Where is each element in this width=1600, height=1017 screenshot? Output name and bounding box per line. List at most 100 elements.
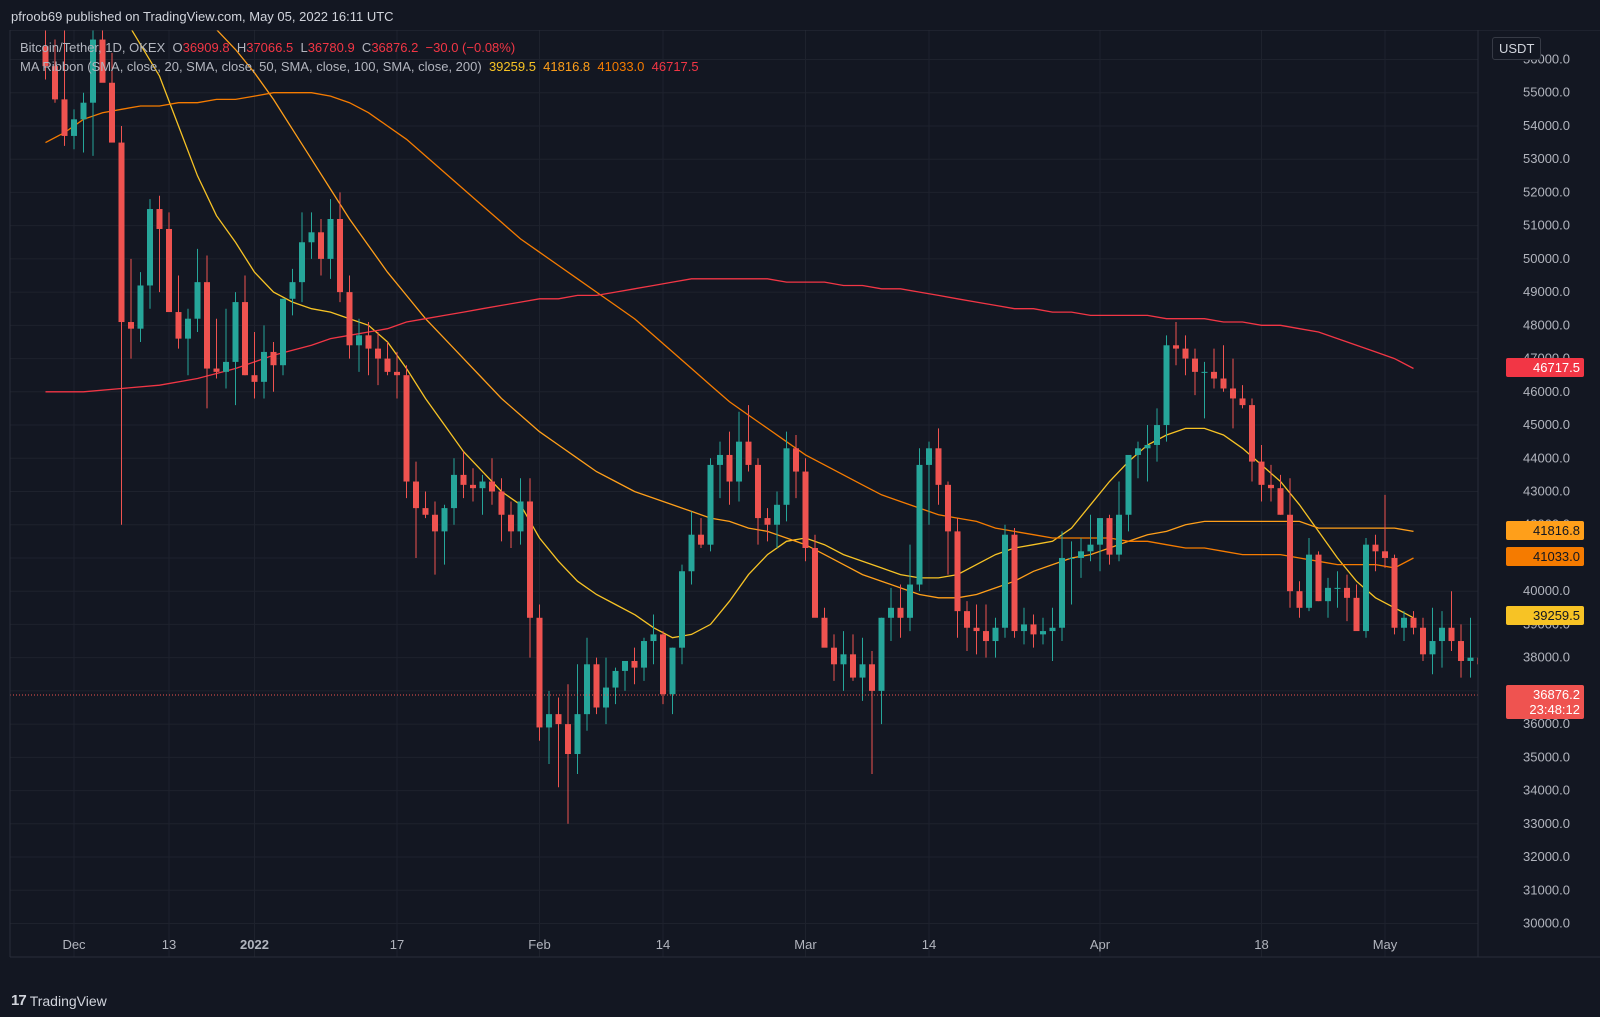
- time-tick-label[interactable]: Apr: [1090, 937, 1111, 952]
- candle: [422, 491, 429, 519]
- candle: [1363, 538, 1369, 638]
- symbol-label[interactable]: Bitcoin/Tether, 1D, OKEX: [20, 40, 166, 55]
- candle-body: [128, 322, 134, 329]
- candle: [1315, 551, 1322, 602]
- price-tick-label[interactable]: 32000.0: [1523, 849, 1570, 864]
- price-tick-label[interactable]: 43000.0: [1523, 484, 1570, 499]
- ma200-price-tag: 46717.5: [1506, 358, 1584, 378]
- price-tick-label[interactable]: 31000.0: [1523, 882, 1570, 897]
- tradingview-logo[interactable]: 17 TradingView: [11, 992, 107, 1009]
- candle-body: [1277, 488, 1284, 515]
- ma-line-sma-200: [45, 278, 1414, 393]
- candle: [118, 125, 125, 525]
- ma-ribbon-title[interactable]: MA Ribbon (SMA, close, 20, SMA, close, 5…: [20, 59, 482, 74]
- currency-button[interactable]: USDT: [1492, 37, 1542, 60]
- time-tick-label[interactable]: Dec: [62, 937, 86, 952]
- candle-body: [80, 102, 87, 120]
- ma-ribbon-legend[interactable]: MA Ribbon (SMA, close, 20, SMA, close, 5…: [20, 59, 699, 74]
- price-tick-label[interactable]: 50000.0: [1523, 251, 1570, 266]
- ma20-value: 39259.5: [488, 59, 536, 74]
- time-tick-label[interactable]: 14: [922, 937, 936, 952]
- candle-body: [1372, 544, 1379, 552]
- candle-body: [907, 584, 913, 618]
- candle-body: [584, 664, 590, 715]
- ma20-price-tag: 39259.5: [1506, 606, 1584, 626]
- candle-body: [365, 335, 372, 349]
- price-tick-label[interactable]: 44000.0: [1523, 450, 1570, 465]
- time-tick-label[interactable]: Feb: [528, 937, 550, 952]
- candle-body: [1125, 454, 1132, 515]
- candle-body: [270, 351, 277, 366]
- candle: [327, 199, 334, 279]
- candle-body: [565, 724, 571, 755]
- candle-body: [1296, 591, 1303, 608]
- price-tick-label[interactable]: 49000.0: [1523, 284, 1570, 299]
- price-tick-label[interactable]: 38000.0: [1523, 650, 1570, 665]
- candle-body: [1078, 551, 1084, 558]
- candle: [679, 564, 685, 665]
- tradingview-logo-icon: 17: [11, 992, 27, 1009]
- candle: [603, 657, 609, 725]
- time-tick-label[interactable]: May: [1373, 937, 1398, 952]
- candle-body: [679, 571, 685, 648]
- candle: [831, 634, 837, 681]
- candle: [1296, 581, 1303, 618]
- candle: [1258, 444, 1265, 502]
- candle: [299, 212, 305, 303]
- price-tick-label[interactable]: 53000.0: [1523, 151, 1570, 166]
- price-tick-label[interactable]: 51000.0: [1523, 218, 1570, 233]
- candle-body: [1192, 358, 1198, 372]
- price-tick-label[interactable]: 45000.0: [1523, 417, 1570, 432]
- time-tick-label[interactable]: 2022: [240, 937, 269, 952]
- candle: [156, 195, 163, 293]
- price-tick-label[interactable]: 54000.0: [1523, 118, 1570, 133]
- candle-body: [1068, 557, 1075, 559]
- price-tick-label[interactable]: 36000.0: [1523, 716, 1570, 731]
- candle-body: [299, 242, 305, 283]
- candle: [289, 268, 296, 316]
- candle: [859, 637, 866, 701]
- candle: [793, 435, 799, 499]
- candle-body: [622, 660, 628, 671]
- candle-body: [1325, 587, 1331, 602]
- time-tick-label[interactable]: Mar: [794, 937, 817, 952]
- candle: [232, 292, 239, 406]
- candle-body: [650, 634, 657, 642]
- candle-body: [1410, 617, 1417, 628]
- price-tick-label[interactable]: 52000.0: [1523, 184, 1570, 199]
- price-tick-label[interactable]: 40000.0: [1523, 583, 1570, 598]
- candle-body: [1467, 657, 1474, 661]
- ma50-value: 41816.8: [543, 59, 591, 74]
- candle: [479, 474, 486, 515]
- candle-body: [793, 448, 799, 472]
- time-tick-label[interactable]: 14: [656, 937, 670, 952]
- price-tick-label[interactable]: 48000.0: [1523, 317, 1570, 332]
- ohlc-legend[interactable]: Bitcoin/Tether, 1D, OKEX O36909.8 H37066…: [20, 40, 515, 55]
- candle-body: [1097, 518, 1103, 545]
- time-tick-label[interactable]: 17: [390, 937, 404, 952]
- candle: [1382, 494, 1388, 568]
- time-axis-ticks[interactable]: Dec 13 2022 17 Feb 14 Mar 14 Apr 18 May: [62, 937, 1397, 952]
- price-tick-label[interactable]: 34000.0: [1523, 783, 1570, 798]
- candle: [1467, 617, 1474, 678]
- time-tick-label[interactable]: 13: [162, 937, 176, 952]
- price-tick-label[interactable]: 46000.0: [1523, 384, 1570, 399]
- price-tick-label[interactable]: 35000.0: [1523, 749, 1570, 764]
- candle: [489, 458, 495, 505]
- time-tick-label[interactable]: 18: [1254, 937, 1268, 952]
- candle: [451, 458, 457, 525]
- candle: [413, 461, 419, 558]
- candle-body: [1154, 425, 1160, 445]
- price-tick-label[interactable]: 55000.0: [1523, 85, 1570, 100]
- price-tick-label[interactable]: 33000.0: [1523, 816, 1570, 831]
- high-label: H: [236, 40, 247, 55]
- candle: [223, 308, 229, 389]
- price-tick-label[interactable]: 30000.0: [1523, 916, 1570, 931]
- candle: [1192, 348, 1198, 396]
- candle: [194, 248, 201, 332]
- candle: [546, 690, 552, 764]
- candle: [650, 614, 657, 665]
- candle-body: [736, 441, 742, 482]
- candle-body: [888, 607, 894, 618]
